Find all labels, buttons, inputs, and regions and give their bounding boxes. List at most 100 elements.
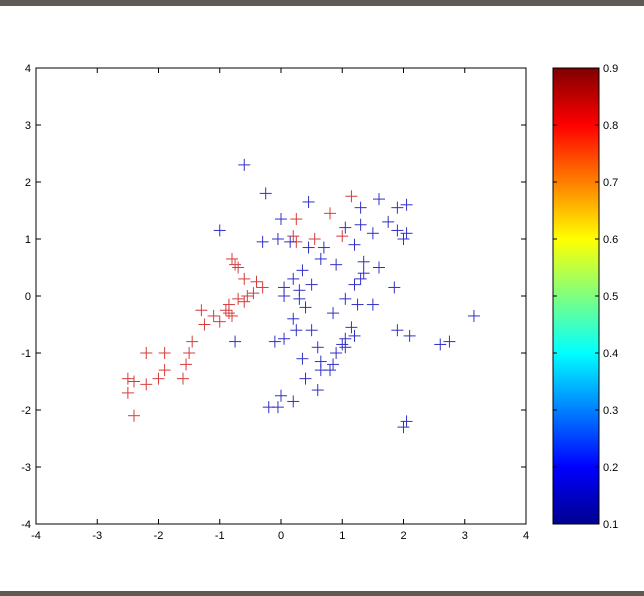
point-s1-41 [287, 312, 300, 325]
point-s0-9 [232, 261, 245, 274]
point-s1-61 [287, 395, 300, 408]
point-s1-22 [357, 255, 370, 268]
point-s1-15 [366, 227, 379, 240]
point-s1-57 [327, 358, 340, 371]
point-s1-52 [330, 347, 343, 359]
x-tick-label: 3 [462, 530, 468, 542]
point-s0-2 [290, 213, 303, 226]
point-s1-49 [278, 332, 291, 345]
x-axis: -4 -3 -2 -1 0 1 2 3 4 [31, 68, 529, 542]
colorbar-tick-label: 0.6 [603, 234, 618, 246]
point-s1-68 [443, 335, 456, 348]
point-s0-20 [195, 304, 208, 317]
point-s1-64 [262, 401, 275, 414]
point-s0-36 [121, 386, 134, 399]
colorbar-tick-label: 0.5 [603, 291, 618, 303]
x-tick-label: -2 [154, 530, 164, 542]
point-s0-23 [198, 318, 211, 331]
point-s0-8 [229, 258, 242, 271]
top-frame-bar [0, 0, 644, 6]
bottom-frame-bar [0, 591, 644, 596]
point-s1-51 [311, 341, 324, 354]
point-s1-50 [268, 335, 281, 348]
y-tick-label: -3 [21, 462, 31, 474]
point-s0-13 [247, 287, 260, 300]
x-tick-label: 4 [523, 530, 529, 542]
point-s1-35 [388, 281, 401, 294]
point-s0-18 [219, 304, 232, 317]
point-s1-72 [229, 335, 242, 348]
point-s1-7 [400, 198, 413, 211]
point-s1-71 [397, 421, 410, 434]
x-tick-label: -1 [215, 530, 225, 542]
colorbar-tick-label: 0.8 [603, 120, 618, 132]
point-s1-67 [434, 338, 447, 351]
point-s0-30 [140, 347, 153, 359]
y-axis: -4 -3 -2 -1 0 1 2 3 4 [21, 63, 526, 531]
point-s0-26 [183, 347, 196, 359]
point-s1-21 [348, 238, 361, 251]
point-s0-32 [152, 372, 165, 385]
point-s1-29 [296, 264, 309, 277]
point-s1-18 [397, 233, 410, 245]
colorbar-tick-label: 0.7 [603, 177, 618, 189]
colorbar-ticks: 0.1 0.2 0.3 0.4 0.5 0.6 0.7 0.8 0.9 [553, 63, 618, 531]
point-s0-1 [324, 207, 336, 220]
point-s1-23 [373, 261, 385, 274]
point-s0-27 [180, 358, 193, 371]
point-s1-25 [354, 272, 367, 285]
colorbar-tick-label: 0.4 [603, 348, 618, 360]
y-tick-label: 2 [25, 177, 31, 189]
point-s1-56 [324, 364, 336, 377]
point-s1-5 [354, 201, 367, 214]
x-tick-label: 1 [339, 530, 345, 542]
point-s0-37 [128, 409, 140, 422]
y-tick-label: 1 [25, 234, 31, 246]
point-s1-70 [400, 415, 413, 428]
point-s0-21 [207, 309, 220, 322]
point-s0-0 [345, 190, 358, 203]
point-s0-28 [158, 347, 171, 359]
point-s1-26 [348, 278, 361, 291]
point-s0-35 [121, 372, 134, 385]
point-s1-36 [351, 298, 364, 311]
point-s0-5 [308, 233, 321, 245]
point-s1-0 [238, 158, 251, 171]
point-s0-10 [238, 272, 251, 285]
point-s0-15 [232, 292, 245, 305]
point-s0-33 [140, 378, 153, 391]
point-s0-19 [222, 307, 235, 320]
y-tick-label: 3 [25, 120, 31, 132]
point-s1-34 [305, 278, 318, 291]
point-s1-24 [357, 267, 370, 280]
point-s0-16 [238, 295, 251, 308]
point-s1-19 [302, 241, 315, 254]
point-s1-37 [366, 298, 379, 311]
point-s1-9 [354, 218, 367, 231]
point-s1-66 [403, 329, 416, 342]
point-s1-44 [348, 329, 361, 342]
point-s1-11 [271, 233, 284, 245]
point-s1-43 [345, 321, 358, 334]
colorbar [552, 67, 600, 525]
point-s1-42 [327, 307, 340, 320]
point-s1-3 [302, 195, 315, 208]
point-s1-1 [259, 187, 272, 200]
x-tick-label: 0 [278, 530, 284, 542]
y-tick-label: -4 [21, 519, 31, 531]
colorbar-tick-label: 0.9 [603, 63, 618, 75]
point-s0-24 [213, 315, 226, 328]
point-s1-69 [467, 309, 480, 322]
point-s0-7 [226, 252, 238, 265]
point-s1-6 [391, 201, 404, 214]
point-s1-16 [391, 224, 404, 237]
point-s0-22 [226, 309, 238, 322]
point-s1-48 [305, 324, 318, 337]
point-s1-40 [299, 301, 312, 314]
y-tick-label: 0 [25, 291, 31, 303]
point-s0-4 [287, 230, 300, 243]
point-s1-12 [284, 235, 297, 248]
point-s1-28 [314, 252, 327, 265]
point-s1-10 [275, 213, 287, 226]
